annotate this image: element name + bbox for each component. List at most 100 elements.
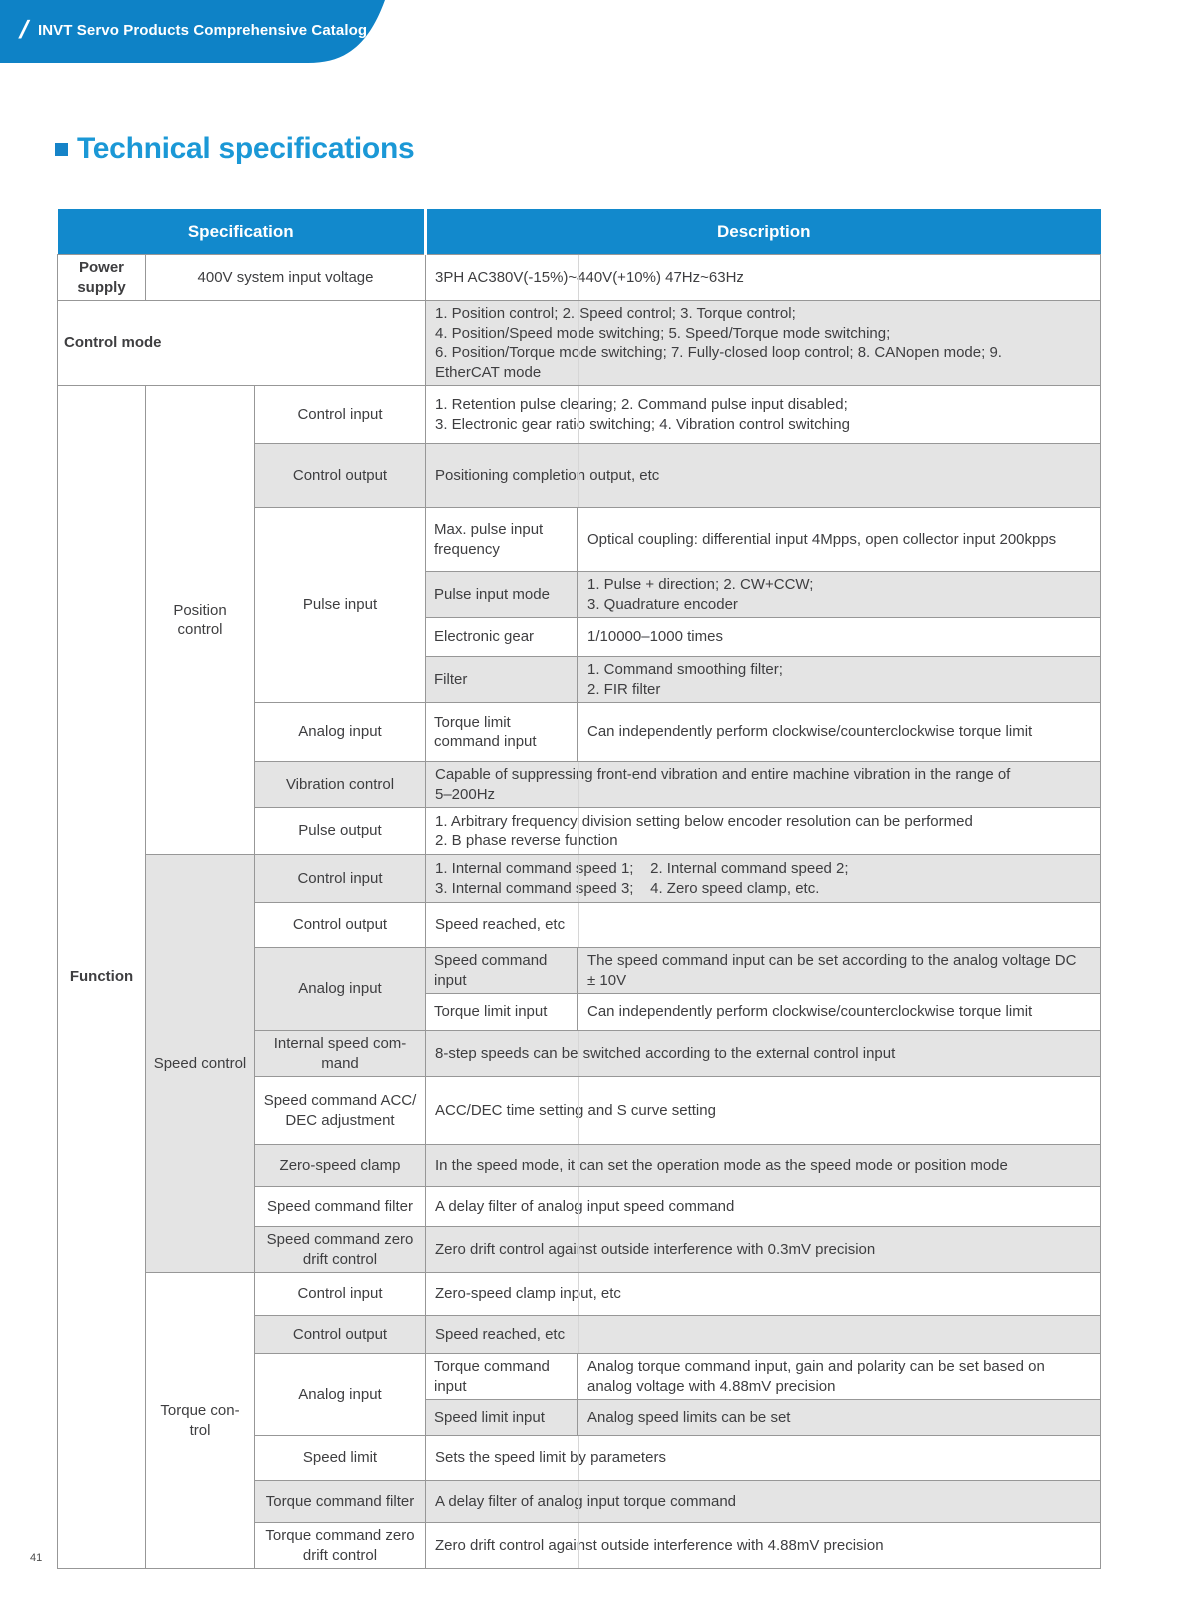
cell-position-control-label: Position control [145, 385, 255, 855]
cell-tc-control-input-desc: Zero-speed clamp input, etc [425, 1272, 1101, 1316]
table-row: Pulse input mode 1. Pulse + direction; 2… [58, 571, 1101, 618]
banner-shape [0, 0, 385, 63]
banner-content: / INVT Servo Products Comprehensive Cata… [0, 0, 367, 60]
cell-tc-control-output-label: Control output [254, 1315, 426, 1354]
table-row: Power supply 400V system input voltage 3… [57, 254, 1101, 301]
table-row: Speed limit Sets the speed limit by para… [58, 1435, 1101, 1481]
table-row: Analog input Torque command input Analog… [58, 1353, 1101, 1436]
page-title: Technical specifications [77, 132, 415, 165]
cell-internal-speed-command-label: Internal speed com- mand [254, 1030, 426, 1077]
cell-torque-limit-command-input-label: Torque limit command input [425, 702, 578, 762]
cell-pulse-output-label: Pulse output [254, 807, 426, 855]
table-row: Speed command filter A delay filter of a… [58, 1186, 1101, 1227]
table-row: Torque limit input Can independently per… [58, 993, 1101, 1031]
table-row: Pulse input Max. pulse input frequency O… [58, 507, 1101, 703]
cell-control-mode-desc: 1. Position control; 2. Speed control; 3… [425, 300, 1101, 386]
cell-torque-command-zero-drift-label: Torque command zero drift control [254, 1522, 426, 1569]
cell-vibration-control-desc: Capable of suppressing front-end vibrati… [425, 761, 1101, 808]
section-title: Technical specifications [55, 132, 415, 166]
cell-vibration-control-label: Vibration control [254, 761, 426, 808]
cell-speed-command-zero-drift-label: Speed command zero drift control [254, 1226, 426, 1273]
table-row: Control output Speed reached, etc [58, 1315, 1101, 1354]
cell-torque-limit-input-label: Torque limit input [425, 993, 578, 1031]
table-row: Function Position control Control input … [57, 385, 1101, 1569]
cell-pulse-input-mode-label: Pulse input mode [425, 571, 578, 618]
square-bullet-icon [55, 142, 68, 156]
cell-speed-limit-label: Speed limit [254, 1435, 426, 1481]
cell-pc-control-output-desc: Positioning completion output, etc [425, 443, 1101, 508]
cell-pulse-input-label: Pulse input [254, 507, 426, 703]
cell-torque-command-zero-drift-desc: Zero drift control against outside inter… [425, 1522, 1101, 1569]
table-row: Speed control Control input 1. Internal … [58, 854, 1101, 1273]
cell-speed-command-input-desc: The speed command input can be set accor… [577, 947, 1101, 994]
cell-torque-control-label: Torque con- trol [145, 1272, 255, 1569]
cell-pc-control-output-label: Control output [254, 443, 426, 508]
cell-power-supply-spec: 400V system input voltage [145, 254, 426, 301]
cell-speed-command-filter-desc: A delay filter of analog input speed com… [425, 1186, 1101, 1227]
table-row: Zero-speed clamp In the speed mode, it c… [58, 1144, 1101, 1187]
page-number: 41 [30, 1552, 43, 1564]
cell-function-label: Function [57, 385, 146, 1569]
cell-sc-control-output-label: Control output [254, 902, 426, 948]
cell-pc-analog-input-label: Analog input [254, 702, 426, 762]
cell-torque-command-filter-desc: A delay filter of analog input torque co… [425, 1480, 1101, 1523]
cell-torque-command-input-label: Torque command input [425, 1353, 578, 1400]
cell-torque-limit-input-desc: Can independently perform clockwise/coun… [577, 993, 1101, 1031]
cell-speed-limit-desc: Sets the speed limit by parameters [425, 1435, 1101, 1481]
cell-sc-control-input-desc: 1. Internal command speed 1; 2. Internal… [425, 854, 1101, 903]
cell-speed-command-accdec-label: Speed command ACC/ DEC adjustment [254, 1076, 426, 1145]
cell-torque-command-input-desc: Analog torque command input, gain and po… [577, 1353, 1101, 1400]
cell-max-pulse-frequency-label: Max. pulse input frequency [425, 507, 578, 572]
banner-title: INVT Servo Products Comprehensive Catalo… [37, 21, 368, 39]
cell-zero-speed-clamp-label: Zero-speed clamp [254, 1144, 426, 1187]
table-row: Electronic gear 1/10000–1000 times [58, 617, 1101, 657]
table-row: Control output Speed reached, etc [58, 902, 1101, 948]
cell-pulse-output-desc: 1. Arbitrary frequency division setting … [425, 807, 1101, 855]
cell-control-mode-label: Control mode [57, 300, 426, 386]
table-row: Control output Positioning completion ou… [58, 443, 1101, 508]
col-header-description: Description [425, 209, 1101, 255]
cell-tc-analog-input-label: Analog input [254, 1353, 426, 1436]
table-row: Analog input Torque limit command input … [58, 702, 1101, 762]
cell-pc-control-input-label: Control input [254, 385, 426, 444]
cell-sc-control-input-label: Control input [254, 854, 426, 903]
cell-speed-command-accdec-desc: ACC/DEC time setting and S curve setting [425, 1076, 1101, 1145]
table-row: Speed command ACC/ DEC adjustment ACC/DE… [58, 1076, 1101, 1145]
cell-power-supply-label: Power supply [57, 254, 146, 301]
table-row: Torque con- trol Control input Zero-spee… [58, 1272, 1101, 1569]
table-row: Torque command filter A delay filter of … [58, 1480, 1101, 1523]
cell-zero-speed-clamp-desc: In the speed mode, it can set the operat… [425, 1144, 1101, 1187]
cell-pc-control-input-desc: 1. Retention pulse clearing; 2. Command … [425, 385, 1101, 444]
header-banner: / INVT Servo Products Comprehensive Cata… [0, 0, 400, 63]
cell-filter-desc: 1. Command smoothing filter; 2. FIR filt… [577, 656, 1101, 703]
cell-torque-limit-command-input-desc: Can independently perform clockwise/coun… [577, 702, 1101, 762]
cell-electronic-gear-desc: 1/10000–1000 times [577, 617, 1101, 657]
col-header-specification: Specification [57, 209, 427, 255]
cell-filter-label: Filter [425, 656, 578, 703]
cell-internal-speed-command-desc: 8-step speeds can be switched according … [425, 1030, 1101, 1077]
cell-power-supply-desc: 3PH AC380V(-15%)~440V(+10%) 47Hz~63Hz [425, 254, 1101, 301]
cell-speed-limit-input-label: Speed limit input [425, 1399, 578, 1436]
cell-tc-control-input-label: Control input [254, 1272, 426, 1316]
cell-speed-command-zero-drift-desc: Zero drift control against outside inter… [425, 1226, 1101, 1273]
cell-electronic-gear-label: Electronic gear [425, 617, 578, 657]
cell-speed-limit-input-desc: Analog speed limits can be set [577, 1399, 1101, 1436]
cell-speed-command-filter-label: Speed command filter [254, 1186, 426, 1227]
table-row: Vibration control Capable of suppressing… [58, 761, 1101, 808]
table-row: Torque command zero drift control Zero d… [58, 1522, 1101, 1569]
table-row: Control mode 1. Position control; 2. Spe… [57, 300, 1101, 386]
cell-tc-control-output-desc: Speed reached, etc [425, 1315, 1101, 1354]
cell-pulse-input-mode-desc: 1. Pulse + direction; 2. CW+CCW; 3. Quad… [577, 571, 1101, 618]
table-row: Speed limit input Analog speed limits ca… [58, 1399, 1101, 1436]
cell-sc-control-output-desc: Speed reached, etc [425, 902, 1101, 948]
table-row: Filter 1. Command smoothing filter; 2. F… [58, 656, 1101, 703]
technical-specifications-table: Specification Description Power supply 4… [57, 209, 1101, 1569]
cell-speed-command-input-label: Speed command input [425, 947, 578, 994]
table-row: Analog input Speed command input The spe… [58, 947, 1101, 1031]
slash-icon: / [18, 15, 29, 44]
cell-sc-analog-input-label: Analog input [254, 947, 426, 1031]
cell-max-pulse-frequency-desc: Optical coupling: differential input 4Mp… [577, 507, 1101, 572]
cell-torque-command-filter-label: Torque command filter [254, 1480, 426, 1523]
table-row: Internal speed com- mand 8-step speeds c… [58, 1030, 1101, 1077]
cell-speed-control-label: Speed control [145, 854, 255, 1273]
